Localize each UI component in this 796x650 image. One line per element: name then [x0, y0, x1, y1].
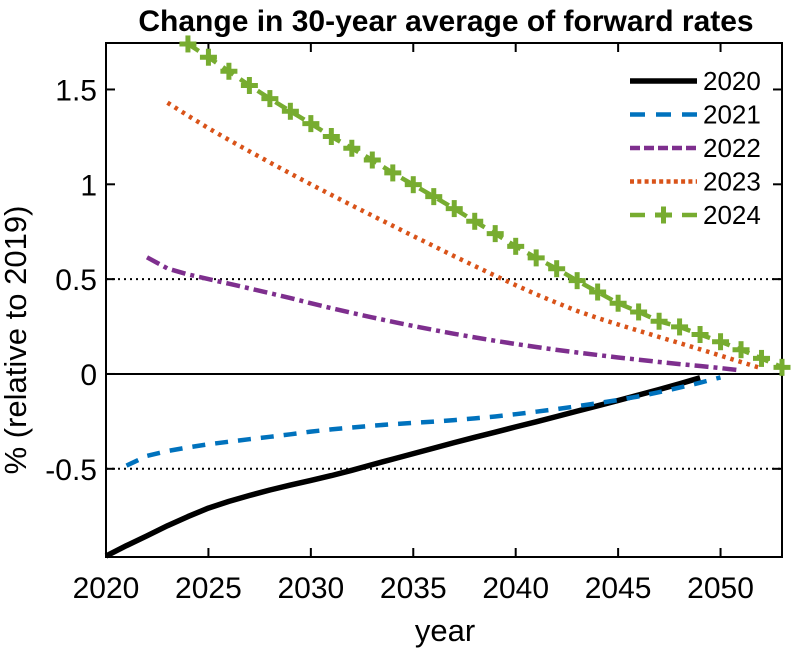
legend-entry-2020: 2020 [630, 66, 761, 96]
plot-box [105, 42, 783, 558]
x-tick-label: 2020 [73, 572, 140, 605]
legend-label-2023: 2023 [703, 167, 761, 197]
x-tick-label: 2040 [482, 572, 549, 605]
x-tick-label: 2045 [585, 572, 652, 605]
series-line-2020 [104, 375, 701, 559]
chart-title: Change in 30-year average of forward rat… [138, 5, 753, 38]
legend-entry-2023: 2023 [630, 167, 761, 197]
series-2022 [145, 255, 742, 373]
y-tick-label: -0.5 [45, 454, 97, 487]
series-line-2021 [125, 375, 722, 468]
y-tick-label: 1.5 [55, 74, 97, 107]
x-tick-label: 2025 [175, 572, 242, 605]
x-axis-label: year [415, 613, 475, 648]
y-tick-label: 0 [80, 359, 97, 392]
series-2021 [125, 375, 722, 468]
series-line-2022 [145, 255, 742, 373]
x-tick-label: 2035 [380, 572, 447, 605]
reference-lines [106, 278, 782, 470]
series-2020 [104, 375, 701, 559]
y-tick-label: 1 [80, 169, 97, 202]
legend-entry-2024: 2024 [630, 200, 761, 230]
x-tick-label: 2050 [687, 572, 754, 605]
data-series [104, 35, 791, 559]
y-axis-label: % (relative to 2019) [0, 206, 33, 475]
legend-entry-2022: 2022 [630, 133, 761, 163]
legend-label-2020: 2020 [703, 66, 761, 96]
legend-label-2024: 2024 [703, 200, 761, 230]
plot-border [105, 42, 783, 558]
legend-entry-2021: 2021 [630, 100, 761, 130]
legend-label-2021: 2021 [703, 100, 761, 130]
x-tick-label: 2030 [277, 572, 344, 605]
series-2024 [179, 35, 791, 376]
legend-label-2022: 2022 [703, 133, 761, 163]
y-tick-label: 0.5 [55, 264, 97, 297]
axis-ticks: 2020 2025 2030 2035 2040 2045 2050 -0.5 0 0.5 1 1.5 [45, 43, 782, 605]
series-line-2024 [186, 42, 783, 370]
